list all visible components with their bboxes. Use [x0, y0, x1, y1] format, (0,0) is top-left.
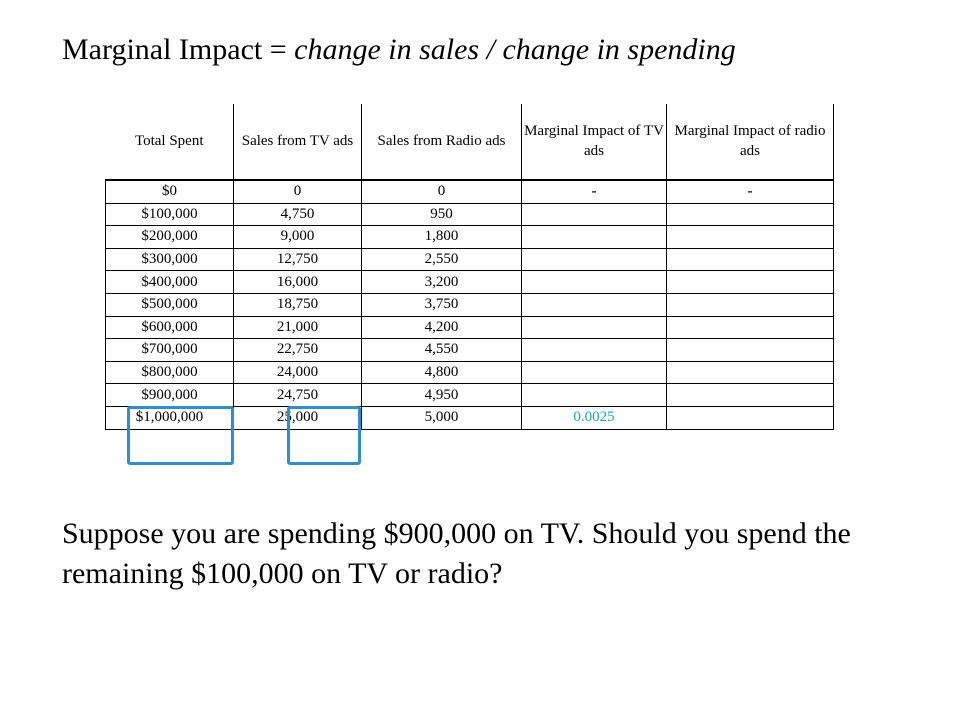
- header-sales-radio: Sales from Radio ads: [361, 104, 522, 180]
- cell-sales-radio: 4,800: [361, 360, 522, 385]
- highlight-box-total-spent: [127, 406, 234, 465]
- cell-total-spent: $500,000: [105, 292, 234, 317]
- table-row: $400,000 16,000 3,200: [105, 270, 834, 294]
- cell-total-spent: $1,000,000: [105, 405, 234, 430]
- cell-sales-radio: 4,200: [361, 315, 522, 340]
- table-row: $0 0 0- -: [105, 178, 834, 204]
- formula-prefix: Marginal Impact =: [62, 33, 295, 66]
- cell-sales-radio: 4,950: [361, 383, 522, 407]
- cell-marginal-tv: -: [521, 178, 667, 204]
- cell-total-spent: $400,000: [105, 270, 234, 294]
- cell-marginal-tv: [521, 315, 667, 340]
- cell-marginal-tv: [521, 338, 667, 362]
- cell-total-spent: $800,000: [105, 360, 234, 385]
- cell-sales-tv: 0: [233, 178, 362, 204]
- marginal-impact-table-wrap: Total Spent Sales from TV ads Sales from…: [105, 104, 834, 430]
- cell-marginal-radio: [666, 383, 834, 407]
- table-row: $100,000 4,750 950: [105, 202, 834, 227]
- cell-total-spent: $900,000: [105, 383, 234, 407]
- cell-sales-radio: 5,000: [361, 405, 522, 430]
- cell-marginal-tv: [521, 383, 667, 407]
- cell-sales-radio: 3,200: [361, 270, 522, 294]
- cell-total-spent: $700,000: [105, 338, 234, 362]
- cell-total-spent: $200,000: [105, 225, 234, 249]
- cell-marginal-tv: [521, 270, 667, 294]
- cell-marginal-radio: [666, 338, 834, 362]
- cell-sales-tv: 12,750: [233, 247, 362, 272]
- formula-title: Marginal Impact = change in sales / chan…: [62, 32, 736, 68]
- cell-total-spent: $600,000: [105, 315, 234, 340]
- formula-definition: change in sales / change in spending: [294, 33, 736, 66]
- cell-sales-tv: 4,750: [233, 202, 362, 227]
- cell-sales-tv: 16,000: [233, 270, 362, 294]
- marginal-impact-table: Total Spent Sales from TV ads Sales from…: [105, 104, 834, 430]
- table-row: $200,000 9,000 1,800: [105, 225, 834, 249]
- cell-sales-tv: 22,750: [233, 338, 362, 362]
- cell-marginal-radio: -: [666, 178, 834, 204]
- table-row: $900,000 24,750 4,950: [105, 383, 834, 407]
- cell-marginal-radio: [666, 247, 834, 272]
- cell-sales-tv: 18,750: [233, 292, 362, 317]
- table-header-row: Total Spent Sales from TV ads Sales from…: [105, 104, 834, 180]
- cell-marginal-radio: [666, 315, 834, 340]
- cell-sales-radio: 0: [361, 178, 522, 204]
- cell-sales-radio: 3,750: [361, 292, 522, 317]
- table-row: $800,000 24,000 4,800: [105, 360, 834, 385]
- header-total-spent: Total Spent: [105, 104, 234, 180]
- cell-total-spent: $300,000: [105, 247, 234, 272]
- highlight-box-tv-sales: [287, 406, 361, 465]
- table-row: $1,000,000 25,000 5,000 0.0025: [105, 405, 834, 430]
- cell-marginal-tv: [521, 247, 667, 272]
- cell-sales-tv: 9,000: [233, 225, 362, 249]
- cell-marginal-radio: [666, 292, 834, 317]
- cell-total-spent: $100,000: [105, 202, 234, 227]
- cell-marginal-radio: [666, 405, 834, 430]
- cell-marginal-radio: [666, 360, 834, 385]
- cell-marginal-tv: [521, 292, 667, 317]
- header-marginal-tv: Marginal Impact of TV ads: [521, 104, 667, 180]
- cell-marginal-tv: 0.0025: [521, 405, 667, 430]
- cell-sales-tv: 21,000: [233, 315, 362, 340]
- cell-sales-radio: 1,800: [361, 225, 522, 249]
- cell-marginal-radio: [666, 202, 834, 227]
- cell-sales-tv: 24,000: [233, 360, 362, 385]
- cell-sales-radio: 4,550: [361, 338, 522, 362]
- cell-marginal-tv: [521, 202, 667, 227]
- table-row: $700,000 22,750 4,550: [105, 338, 834, 362]
- cell-total-spent: $0: [105, 178, 234, 204]
- cell-marginal-radio: [666, 270, 834, 294]
- table-row: $300,000 12,750 2,550: [105, 247, 834, 272]
- table-row: $500,000 18,750 3,750: [105, 292, 834, 317]
- cell-marginal-tv: [521, 225, 667, 249]
- cell-marginal-radio: [666, 225, 834, 249]
- cell-sales-radio: 950: [361, 202, 522, 227]
- cell-sales-radio: 2,550: [361, 247, 522, 272]
- header-sales-tv: Sales from TV ads: [233, 104, 362, 180]
- table-row: $600,000 21,000 4,200: [105, 315, 834, 340]
- header-marginal-radio: Marginal Impact of radio ads: [666, 104, 834, 180]
- cell-sales-tv: 24,750: [233, 383, 362, 407]
- cell-marginal-tv: [521, 360, 667, 385]
- question-text: Suppose you are spending $900,000 on TV.…: [62, 517, 851, 590]
